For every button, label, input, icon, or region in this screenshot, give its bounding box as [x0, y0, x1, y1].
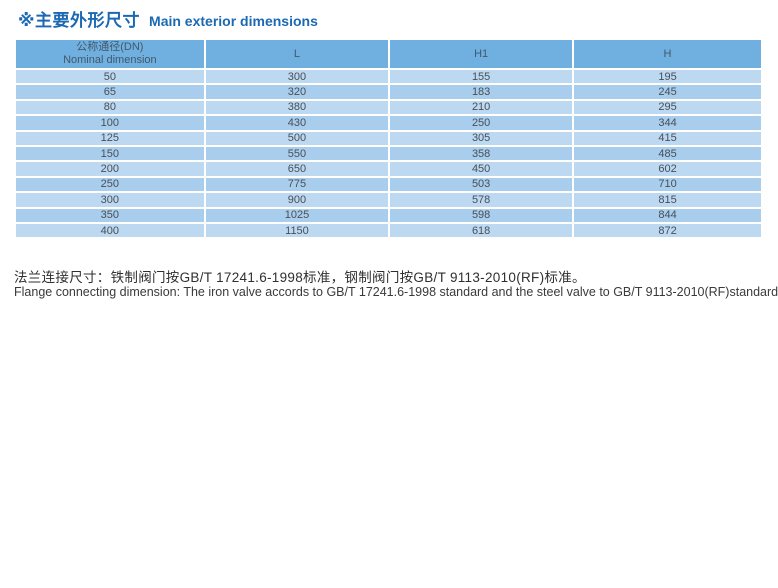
page-title-chinese: ※主要外形尺寸: [18, 11, 141, 30]
table-cell: 485: [572, 144, 763, 163]
table-cell: 1150: [203, 221, 391, 240]
table-row: 100 430 250 344: [14, 114, 763, 132]
flange-note-english: Flange connecting dimension: The iron va…: [14, 285, 778, 299]
table-cell: 150: [14, 144, 206, 163]
column-header-nominal-dimension: 公称通径(DN) Nominal dimension: [14, 38, 206, 70]
page-title: ※主要外形尺寸 Main exterior dimensions: [18, 6, 318, 31]
table-row: 300 900 578 815: [14, 191, 763, 209]
table-cell: 450: [388, 160, 575, 178]
table-cell: 183: [388, 83, 575, 101]
table-cell: 320: [203, 83, 391, 101]
table-cell: 210: [388, 98, 575, 117]
dimensions-table: 公称通径(DN) Nominal dimension L H1 H 50 300 1…: [14, 38, 763, 240]
table-cell: 415: [572, 129, 763, 147]
table-cell: 815: [572, 191, 763, 209]
table-cell: 344: [572, 114, 763, 132]
table-cell: 350: [14, 206, 206, 224]
table-cell: 1025: [203, 206, 391, 224]
table-cell: 400: [14, 221, 206, 240]
table-cell: 155: [388, 67, 575, 86]
table-header-row: 公称通径(DN) Nominal dimension L H1 H: [14, 38, 763, 70]
table-cell: 195: [572, 67, 763, 86]
table-row: 250 775 503 710: [14, 175, 763, 194]
table-row: 80 380 210 295: [14, 98, 763, 117]
table-row: 65 320 183 245: [14, 83, 763, 101]
table-cell: 500: [203, 129, 391, 147]
column-header-h: H: [572, 38, 763, 70]
table-row: 50 300 155 195: [14, 67, 763, 86]
column-header-l: L: [203, 38, 391, 70]
table-cell: 300: [203, 67, 391, 86]
table-cell: 844: [572, 206, 763, 224]
column-header-nominal-dimension-zh: 公称通径(DN): [76, 41, 144, 53]
table-cell: 598: [388, 206, 575, 224]
table-cell: 50: [14, 67, 206, 86]
table-cell: 100: [14, 114, 206, 132]
table-cell: 430: [203, 114, 391, 132]
table-cell: 300: [14, 191, 206, 209]
table-row: 125 500 305 415: [14, 129, 763, 147]
table-cell: 250: [14, 175, 206, 194]
table-header: 公称通径(DN) Nominal dimension L H1 H: [14, 38, 763, 70]
table-cell: 602: [572, 160, 763, 178]
table-row: 200 650 450 602: [14, 160, 763, 178]
table-cell: 900: [203, 191, 391, 209]
table-row: 150 550 358 485: [14, 144, 763, 163]
table-cell: 550: [203, 144, 391, 163]
table-cell: 200: [14, 160, 206, 178]
table-cell: 125: [14, 129, 206, 147]
table-cell: 578: [388, 191, 575, 209]
table-row: 350 1025 598 844: [14, 206, 763, 224]
table-row: 400 1150 618 872: [14, 221, 763, 240]
table-cell: 380: [203, 98, 391, 117]
table-body: 50 300 155 195 65 320 183 245 80 380 210 295 100 430 2…: [14, 67, 763, 240]
table-cell: 872: [572, 221, 763, 240]
flange-note-chinese: 法兰连接尺寸：铁制阀门按GB/T 17241.6-1998标准，钢制阀门按GB/…: [14, 270, 586, 285]
table-cell: 358: [388, 144, 575, 163]
column-header-nominal-dimension-en: Nominal dimension: [63, 54, 157, 66]
table-cell: 503: [388, 175, 575, 194]
table-cell: 710: [572, 175, 763, 194]
table-cell: 305: [388, 129, 575, 147]
page-title-english: Main exterior dimensions: [149, 13, 318, 29]
table-cell: 618: [388, 221, 575, 240]
table-cell: 250: [388, 114, 575, 132]
table-cell: 295: [572, 98, 763, 117]
table-cell: 650: [203, 160, 391, 178]
table-cell: 80: [14, 98, 206, 117]
column-header-h1: H1: [388, 38, 575, 70]
table-cell: 245: [572, 83, 763, 101]
table-cell: 65: [14, 83, 206, 101]
table-cell: 775: [203, 175, 391, 194]
